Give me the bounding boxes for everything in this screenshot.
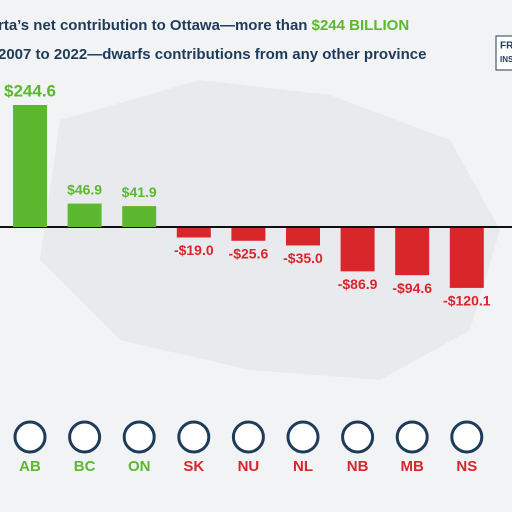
chart-subtitle: 2007 to 2022—dwarfs contributions from a…	[0, 46, 426, 63]
x-tick-label: NS	[456, 458, 477, 475]
value-label: -$86.9	[338, 276, 378, 292]
value-label: $46.9	[67, 181, 102, 197]
bar	[231, 228, 266, 241]
bar	[67, 203, 102, 227]
x-tick-label: NB	[347, 458, 369, 475]
bar	[13, 105, 47, 227]
value-label: -$19.0	[174, 242, 214, 258]
value-label: $244.6	[4, 81, 56, 100]
bar	[340, 228, 375, 272]
flag-icon	[13, 420, 47, 454]
logo-box	[495, 35, 512, 71]
bar	[395, 228, 430, 276]
map-shape	[40, 80, 500, 380]
title-part: rta’s net contribution to Ottawa—more th…	[0, 17, 312, 34]
flag-icon	[286, 420, 320, 454]
value-label: $41.9	[122, 184, 157, 200]
value-label: -$120.1	[443, 293, 491, 309]
flag-icon	[341, 420, 375, 454]
logo-text: INS	[500, 55, 512, 64]
value-label: -$35.0	[283, 250, 323, 266]
x-tick-label: ON	[128, 458, 151, 475]
bar	[286, 228, 320, 246]
chart-title: rta’s net contribution to Ottawa—more th…	[0, 17, 409, 34]
x-tick-label: NU	[238, 458, 260, 475]
flag-icon	[122, 420, 156, 454]
flag-icon	[450, 420, 484, 454]
flag-icon	[231, 420, 265, 454]
x-tick-label: BC	[74, 458, 96, 475]
flag-icon	[395, 420, 429, 454]
x-tick-label: NL	[293, 458, 313, 475]
bar	[122, 206, 157, 227]
x-tick-label: AB	[19, 458, 41, 475]
x-tick-label: SK	[183, 458, 204, 475]
value-label: -$94.6	[392, 280, 432, 296]
marks: $244.6 AB $46.9 BC $41.9 ON -$19.0 SK -$25.6 NU -$…	[4, 81, 491, 474]
logo-text: FR	[500, 41, 512, 52]
flag-icon	[68, 420, 102, 454]
flag-icon	[177, 420, 211, 454]
bar	[176, 228, 211, 238]
bar	[449, 228, 484, 288]
x-tick-label: MB	[401, 458, 424, 475]
value-label: -$25.6	[229, 245, 269, 261]
title-highlight: $244 BILLION	[312, 17, 410, 34]
